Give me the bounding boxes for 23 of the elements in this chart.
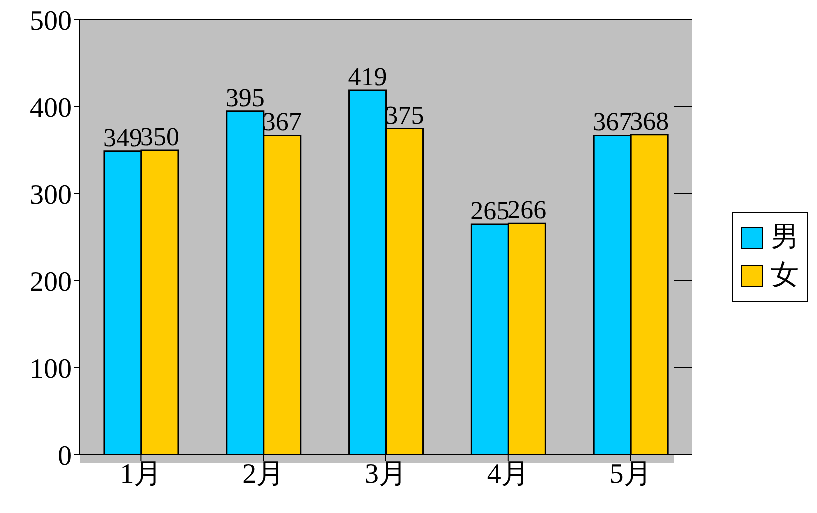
y-tick-label: 400 (30, 92, 72, 124)
data-label: 419 (348, 62, 388, 92)
y-tick-label: 100 (30, 354, 72, 385)
data-label: 349 (103, 123, 142, 152)
data-label: 367 (593, 108, 632, 137)
x-tick-label: 2月 (242, 458, 285, 490)
y-tick-label: 300 (30, 180, 72, 211)
data-label: 375 (385, 100, 424, 130)
x-tick-label: 3月 (365, 458, 407, 490)
data-label: 395 (226, 83, 265, 112)
x-tick-label: 1月 (120, 458, 162, 490)
data-label: 367 (262, 108, 302, 137)
legend-label: 女 (771, 258, 799, 292)
y-tick-label: 200 (30, 266, 72, 298)
data-label: 350 (140, 122, 180, 152)
legend-label: 男 (771, 220, 799, 254)
data-label: 368 (630, 106, 670, 136)
data-label: 265 (470, 196, 510, 226)
x-tick-label: 4月 (487, 458, 530, 490)
y-tick-label: 0 (58, 440, 72, 472)
y-tick-label: 500 (30, 6, 72, 37)
data-label: 266 (508, 196, 547, 225)
x-tick-label: 5月 (610, 458, 652, 490)
